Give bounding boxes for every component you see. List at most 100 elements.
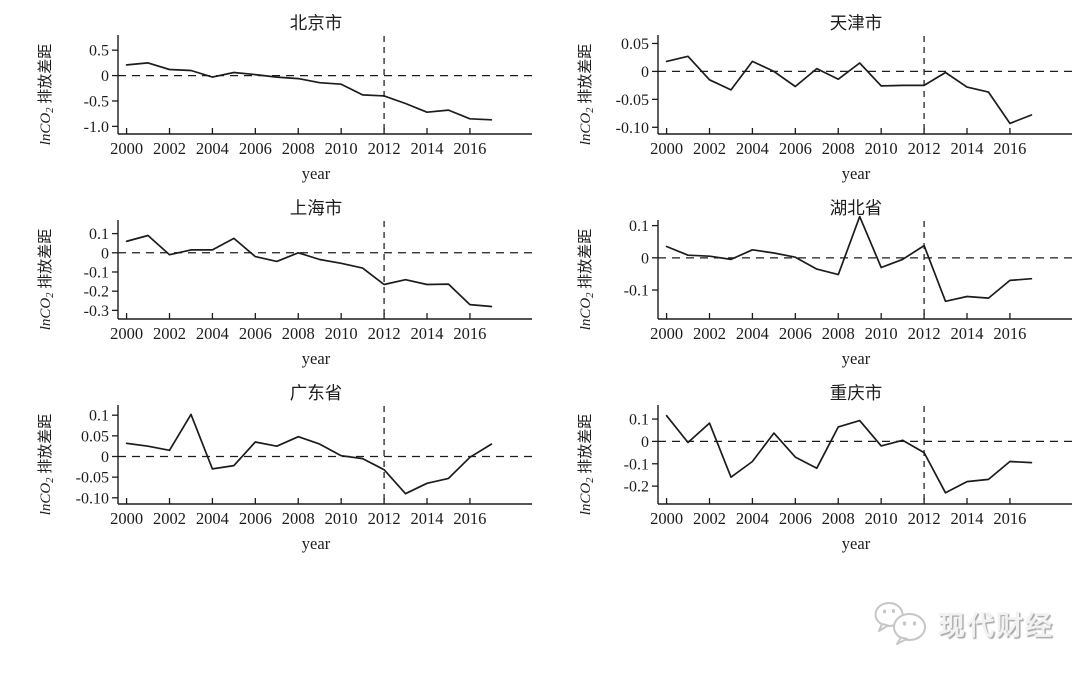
- x-tick-label: 2012: [908, 139, 941, 158]
- y-tick-label: 0: [101, 245, 109, 262]
- x-tick-label: 2004: [196, 509, 229, 528]
- y-tick-label: -1.0: [84, 119, 109, 136]
- x-tick-label: 2006: [779, 324, 812, 343]
- x-tick-label: 2008: [822, 324, 855, 343]
- x-tick-label: 2006: [239, 324, 272, 343]
- x-tick-label: 2008: [282, 139, 315, 158]
- y-tick-label: 0.1: [89, 226, 109, 243]
- chart-title: 广东省: [290, 383, 343, 403]
- x-tick-label: 2014: [951, 139, 984, 158]
- y-tick-label: -0.05: [616, 92, 649, 109]
- x-tick-label: 2012: [368, 509, 401, 528]
- y-axis-label: lnCO2 排放差距: [37, 44, 56, 146]
- x-tick-label: 2004: [736, 324, 769, 343]
- y-axis-label: lnCO2 排放差距: [37, 229, 56, 331]
- x-tick-label: 2002: [153, 324, 186, 343]
- watermark: 现代财经: [872, 600, 1054, 646]
- x-axis-label: year: [302, 164, 331, 183]
- chart-tianjin: 0.05 0 -0.05 -0.10 2000 2002 2004 2006 2008 2010 2…: [540, 6, 1080, 191]
- x-tick-label: 2002: [693, 139, 726, 158]
- x-tick-label: 2008: [822, 509, 855, 528]
- y-tick-label: 0.1: [89, 408, 109, 425]
- x-tick-label: 2016: [453, 139, 486, 158]
- x-axis-label: year: [842, 349, 871, 368]
- chart-title: 上海市: [290, 198, 343, 218]
- x-tick-label: 2016: [993, 139, 1026, 158]
- y-axis-label: lnCO2 排放差距: [577, 414, 596, 516]
- x-tick-label: 2010: [325, 509, 358, 528]
- y-tick-label: -0.1: [624, 456, 649, 473]
- data-line: [665, 215, 1033, 303]
- y-tick-label: -0.10: [76, 490, 109, 507]
- y-tick-label: 0: [641, 64, 649, 81]
- y-tick-label: 0.05: [621, 36, 649, 53]
- y-tick-label: 0: [641, 250, 649, 267]
- x-tick-label: 2010: [325, 324, 358, 343]
- y-tick-label: 0: [641, 434, 649, 451]
- x-tick-label: 2012: [908, 509, 941, 528]
- wechat-chat-bubbles-icon: [874, 602, 926, 645]
- y-tick-label: 0: [101, 68, 109, 85]
- x-tick-label: 2000: [110, 324, 143, 343]
- x-tick-label: 2010: [865, 139, 898, 158]
- chart-title: 北京市: [290, 13, 343, 33]
- x-tick-label: 2010: [325, 139, 358, 158]
- x-axis-label: year: [842, 164, 871, 183]
- x-tick-label: 2010: [865, 324, 898, 343]
- x-tick-label: 2014: [411, 324, 444, 343]
- chart-title: 湖北省: [830, 198, 883, 218]
- y-tick-label: -0.2: [84, 284, 109, 301]
- chart-guangdong: 0.1 0.05 0 -0.05 -0.10 2000 2002 2004 2006 2008 20…: [0, 376, 540, 561]
- data-line: [125, 413, 493, 495]
- y-axis-label: lnCO2 排放差距: [577, 44, 596, 146]
- x-tick-label: 2000: [650, 509, 683, 528]
- x-tick-label: 2014: [951, 324, 984, 343]
- chart-hubei: 0.1 0 -0.1 2000 2002 2004 2006 2008 2010 2012 2014…: [540, 191, 1080, 376]
- x-tick-label: 2014: [411, 509, 444, 528]
- chart-beijing: 0.5 0 -0.5 -1.0 2000 2002 2004 2006 2008 2010 2012…: [0, 6, 540, 191]
- x-tick-label: 2016: [453, 324, 486, 343]
- watermark-brand-text: 现代财经: [938, 610, 1054, 641]
- x-tick-label: 2014: [951, 509, 984, 528]
- x-tick-label: 2004: [736, 139, 769, 158]
- y-tick-label: -0.2: [624, 479, 649, 496]
- x-tick-label: 2008: [282, 324, 315, 343]
- x-axis-label: year: [302, 534, 331, 553]
- y-tick-label: -0.1: [624, 283, 649, 300]
- x-tick-label: 2016: [993, 324, 1026, 343]
- x-tick-label: 2006: [779, 139, 812, 158]
- x-tick-label: 2006: [239, 509, 272, 528]
- x-axis-label: year: [842, 534, 871, 553]
- data-line: [125, 62, 493, 121]
- x-tick-label: 2008: [822, 139, 855, 158]
- y-tick-label: 0: [101, 449, 109, 466]
- x-tick-label: 2002: [693, 324, 726, 343]
- x-tick-label: 2012: [908, 324, 941, 343]
- x-tick-label: 2008: [282, 509, 315, 528]
- chart-title: 重庆市: [830, 383, 883, 403]
- x-tick-label: 2012: [368, 139, 401, 158]
- x-tick-label: 2012: [368, 324, 401, 343]
- x-tick-label: 2000: [650, 324, 683, 343]
- x-tick-label: 2002: [153, 509, 186, 528]
- chart-canvas: 0.1 0 -0.1 2000 2002 2004 2006 2008 2010 2012 2014…: [577, 198, 1072, 368]
- x-tick-label: 2002: [693, 509, 726, 528]
- data-line: [125, 234, 493, 308]
- x-tick-label: 2016: [453, 509, 486, 528]
- chart-chongqing: 0.1 0 -0.1 -0.2 2000 2002 2004 2006 2008 2010 2012…: [540, 376, 1080, 561]
- x-tick-label: 2000: [110, 509, 143, 528]
- x-tick-label: 2000: [650, 139, 683, 158]
- x-tick-label: 2006: [779, 509, 812, 528]
- x-tick-label: 2000: [110, 139, 143, 158]
- x-tick-label: 2006: [239, 139, 272, 158]
- chart-shanghai: 0.1 0 -0.1 -0.2 -0.3 2000 2002 2004 2006 2008 2010…: [0, 191, 540, 376]
- y-tick-label: 0.05: [81, 428, 109, 445]
- x-tick-label: 2014: [411, 139, 444, 158]
- x-tick-label: 2004: [196, 139, 229, 158]
